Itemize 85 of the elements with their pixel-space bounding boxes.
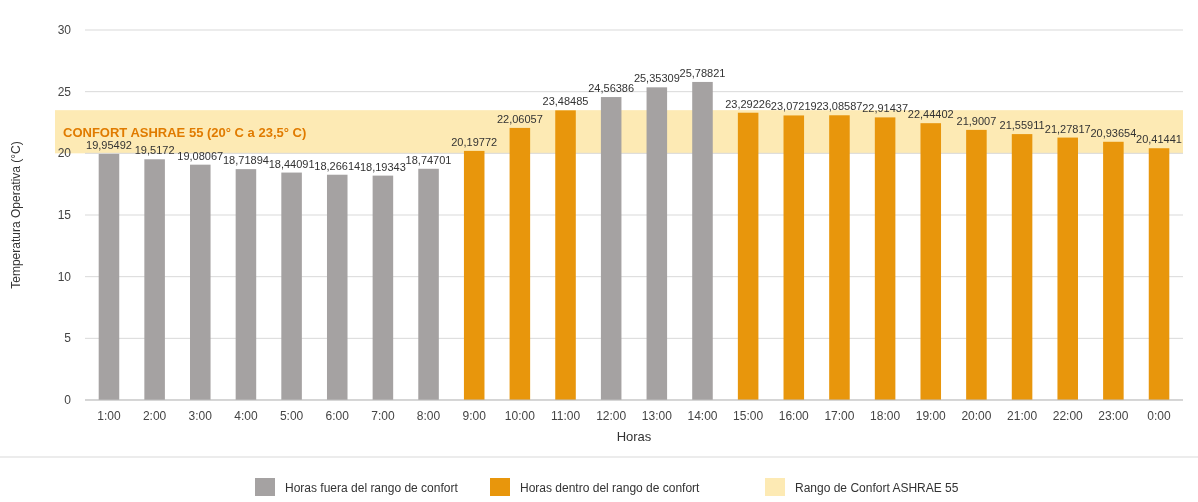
bar: [98, 153, 120, 400]
x-tick-label: 7:00: [371, 409, 395, 423]
x-tick-label: 15:00: [733, 409, 764, 423]
x-tick-label: 13:00: [641, 409, 673, 423]
bar: [555, 110, 576, 400]
data-label: 22,06057: [496, 112, 543, 125]
y-tick-label: 20: [57, 146, 72, 161]
legend-label: Horas dentro del rango de confort: [520, 481, 701, 495]
bar: [646, 87, 668, 400]
x-tick-label: 14:00: [687, 409, 718, 423]
data-label: 19,95492: [86, 138, 132, 151]
bar: [737, 112, 759, 400]
bar: [509, 127, 531, 400]
x-tick-label: 23:00: [1098, 409, 1129, 423]
text: Rango de Confort ASHRAE 55: [795, 481, 959, 495]
data-label: 22,44402: [907, 108, 954, 121]
y-tick-label: 15: [57, 208, 72, 222]
data-label: 18,19343: [359, 160, 406, 173]
bar: [144, 159, 165, 400]
data-label: 25,35309: [633, 72, 680, 85]
bar: [281, 172, 302, 400]
x-tick-label: 6:00: [325, 409, 350, 423]
data-label: 21,9007: [956, 114, 997, 127]
data-label: 25,78821: [679, 66, 726, 79]
y-tick-label: 5: [64, 331, 72, 346]
x-tick-label: 9:00: [462, 409, 487, 423]
data-label: 23,48485: [542, 95, 589, 108]
bar: [418, 168, 439, 400]
x-tick-label: 12:00: [596, 409, 627, 423]
data-label: 23,08587: [816, 100, 863, 113]
x-tick-label: 19:00: [915, 409, 947, 423]
data-label: 19,5172: [134, 144, 175, 157]
x-tick-label: 4:00: [234, 409, 258, 423]
data-label: 18,26614: [314, 159, 361, 172]
bar: [874, 117, 896, 400]
y-tick-label: 25: [57, 84, 72, 99]
bar: [1103, 141, 1124, 400]
bar: [463, 150, 485, 400]
bar: [190, 164, 211, 400]
data-label: 18,44091: [268, 157, 315, 170]
bar: [372, 175, 394, 400]
legend-label: Horas fuera del rango de confort: [285, 481, 459, 495]
x-tick-label: 18:00: [870, 409, 901, 423]
bar: [1057, 137, 1078, 400]
data-label: 21,27817: [1044, 122, 1091, 135]
data-label: 19,08067: [177, 149, 224, 162]
y-axis-title: Temperatura Operativa (°C): [9, 141, 23, 289]
data-label: 24,56386: [588, 82, 635, 95]
data-label: 21,55911: [999, 119, 1045, 132]
bar: [829, 115, 850, 400]
data-label: 22,91437: [862, 102, 909, 115]
bar: [600, 97, 622, 400]
band-label: CONFORT ASHRAE 55 (20° C a 23,5° C): [63, 124, 307, 140]
x-tick-label: 1:00: [97, 409, 121, 423]
y-tick-label: 10: [57, 269, 72, 284]
x-tick-label: 22:00: [1052, 409, 1084, 423]
bar: [1148, 148, 1170, 400]
y-tick-label: 0: [64, 393, 72, 407]
x-tick-label: 10:00: [504, 409, 536, 423]
x-tick-label: 2:00: [142, 409, 167, 423]
bar: [235, 169, 257, 400]
data-label: 20,41441: [1136, 133, 1182, 146]
bar: [920, 123, 942, 400]
data-label: 23,29226: [725, 97, 772, 110]
bar: [692, 81, 713, 400]
data-label: 23,07219: [770, 100, 817, 113]
x-tick-label: 11:00: [550, 409, 581, 423]
x-tick-label: 17:00: [824, 409, 855, 423]
x-axis-title: Horas: [616, 429, 652, 444]
y-tick-label: 30: [57, 23, 72, 37]
x-tick-label: 0:00: [1147, 409, 1172, 423]
x-tick-label: 8:00: [416, 409, 441, 423]
data-label: 18,71894: [222, 154, 269, 167]
bar: [1011, 134, 1033, 400]
x-tick-label: 5:00: [279, 409, 304, 423]
data-label: 20,19772: [451, 135, 498, 148]
bar: [326, 174, 348, 400]
data-label: 20,93654: [1090, 126, 1137, 139]
x-tick-label: 16:00: [778, 409, 810, 423]
x-tick-label: 20:00: [961, 409, 992, 423]
bar: [783, 115, 805, 400]
x-tick-label: 3:00: [188, 409, 213, 423]
bar: [966, 129, 987, 400]
data-label: 18,74701: [405, 153, 452, 166]
x-tick-label: 21:00: [1007, 409, 1038, 423]
